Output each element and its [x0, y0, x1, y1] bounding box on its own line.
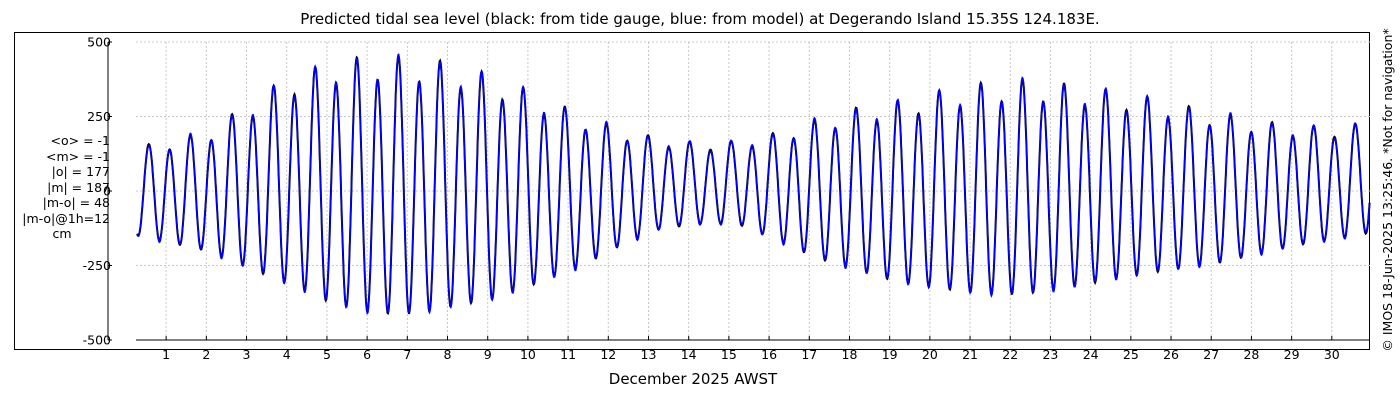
x-tick-label: 2	[202, 347, 210, 362]
x-tick-label: 11	[560, 347, 576, 362]
x-tick-label: 21	[962, 347, 978, 362]
x-tick-label: 15	[721, 347, 737, 362]
x-tick-label: 22	[1002, 347, 1018, 362]
stat-abs-diff: |m-o| = 48	[42, 195, 110, 210]
stat-mean-model: <m> = -1	[45, 148, 110, 164]
x-tick-label: 27	[1203, 347, 1219, 362]
series-model-line	[136, 53, 1371, 315]
chart-title: Predicted tidal sea level (black: from t…	[300, 10, 1100, 28]
y-tick-label: 0	[103, 184, 111, 199]
y-tick-label: -250	[83, 258, 111, 273]
x-tick-label: 24	[1083, 347, 1099, 362]
stat-mean-observed: <o> = -1	[50, 133, 110, 148]
x-tick-label: 17	[801, 347, 817, 362]
stat-unit: cm	[52, 226, 72, 241]
x-tick-label: 5	[323, 347, 331, 362]
x-tick-label: 23	[1042, 347, 1058, 362]
x-tick-label: 10	[520, 347, 536, 362]
x-tick-label: 12	[600, 347, 616, 362]
x-tick-label: 9	[484, 347, 492, 362]
stat-abs-diff-1h: |m-o|@1h=12	[22, 210, 110, 226]
stat-abs-model: |m| = 187	[47, 179, 110, 195]
x-tick-label: 3	[243, 347, 251, 362]
stats-panel: <o> = -1 <m> = -1 |o| = 177 |m| = 187 |m…	[14, 133, 110, 242]
x-tick-label: 8	[444, 347, 452, 362]
stat-abs-observed: |o| = 177	[51, 164, 110, 179]
x-tick-label: 26	[1163, 347, 1179, 362]
x-tick-label: 16	[761, 347, 777, 362]
y-tick-label: -500	[83, 333, 111, 348]
x-tick-label: 30	[1324, 347, 1340, 362]
x-tick-label: 14	[681, 347, 697, 362]
x-tick-label: 7	[403, 347, 411, 362]
x-tick-label: 28	[1243, 347, 1259, 362]
x-tick-label: 4	[283, 347, 291, 362]
x-tick-label: 6	[363, 347, 371, 362]
y-tick-label: 250	[87, 109, 111, 124]
y-tick-label: 500	[87, 35, 111, 50]
x-tick-label: 18	[842, 347, 858, 362]
x-tick-label: 13	[641, 347, 657, 362]
x-tick-label: 20	[922, 347, 938, 362]
x-tick-label: 25	[1123, 347, 1139, 362]
x-tick-label: 19	[882, 347, 898, 362]
x-axis-label: December 2025 AWST	[609, 370, 778, 388]
x-tick-label: 29	[1284, 347, 1300, 362]
series-gauge-line	[136, 54, 1371, 315]
x-tick-label: 1	[162, 347, 170, 362]
